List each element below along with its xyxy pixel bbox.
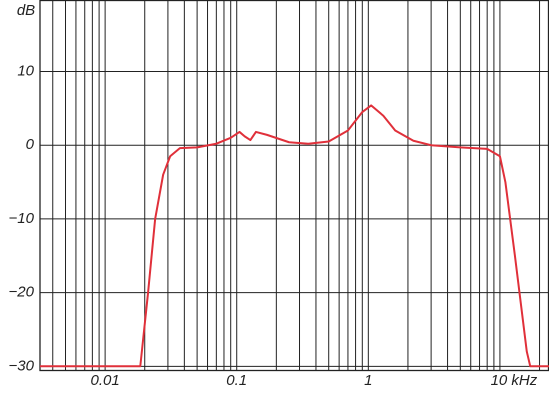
y-axis-label: dB [17,2,35,19]
x-tick-label: 10 kHz [491,372,538,388]
y-tick-label: 0 [26,136,35,153]
x-tick-label: 0.01 [91,372,120,388]
x-tick-label: 0.1 [226,372,247,388]
x-tick-label: 1 [364,372,372,388]
y-tick-label: 10 [17,62,34,79]
response-curve [40,104,549,368]
y-tick-label: −20 [9,284,35,301]
y-tick-label: −10 [9,210,35,227]
plot-frame [39,0,549,372]
y-tick-label: −30 [9,357,35,374]
